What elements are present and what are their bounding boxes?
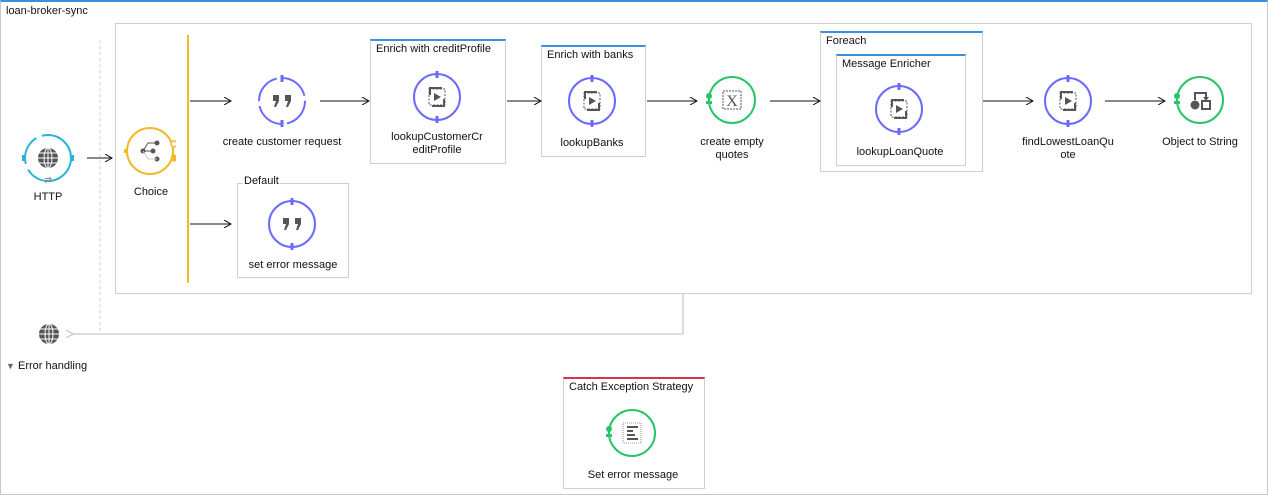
triangle-down-icon: ▼ (6, 361, 15, 371)
label-line: lookupCustomerCr (391, 131, 483, 143)
node-label: lookupLoanQuote (856, 146, 944, 158)
lookup-loan-quote-node[interactable] (873, 83, 925, 135)
scope-title: Enrich with creditProfile (376, 43, 491, 55)
flow-ref-icon (1059, 91, 1077, 111)
catch-exception-scope[interactable]: Catch Exception Strategy (563, 377, 705, 489)
flow-ref-icon (890, 99, 908, 119)
lookup-banks-node[interactable] (566, 75, 618, 127)
flow-ref-icon (428, 87, 446, 107)
quote-icon (273, 95, 291, 107)
catch-set-error-message-node[interactable] (606, 407, 658, 459)
svg-text:⇄: ⇄ (44, 175, 52, 184)
label-line: quotes (715, 149, 749, 161)
scope-title: Foreach (826, 35, 867, 47)
node-label: lookupCustomerCr editProfile (372, 131, 502, 157)
transformer-icon (1190, 92, 1211, 110)
flow-ref-icon (583, 91, 601, 111)
error-handling-toggle[interactable]: ▼ Error handling (6, 360, 87, 372)
choice-node[interactable] (124, 125, 176, 177)
expression-icon: X (722, 90, 742, 110)
error-handling-label: Error handling (17, 360, 88, 372)
scope-title: Enrich with banks (547, 49, 634, 61)
scope-title: Message Enricher (842, 58, 931, 70)
quote-icon (283, 218, 301, 230)
find-lowest-loan-quote-node[interactable] (1042, 75, 1094, 127)
enrich-credit-scope[interactable]: Enrich with creditProfile (370, 39, 506, 164)
globe-icon (38, 147, 58, 169)
scope-title: Default (243, 175, 280, 187)
node-label: create empty quotes (667, 136, 797, 162)
node-label: HTTP (33, 191, 63, 203)
globe-icon (39, 323, 59, 345)
node-label: create customer request (222, 136, 342, 148)
node-label: Set error message (587, 469, 679, 481)
node-label: Choice (133, 186, 169, 198)
choice-branch-icon (140, 140, 160, 162)
node-label: findLowestLoanQu ote (1003, 136, 1133, 162)
http-node[interactable]: ⇄ (22, 132, 74, 184)
label-line: editProfile (412, 144, 462, 156)
label-line: create empty (700, 136, 764, 148)
label-line: ote (1060, 149, 1076, 161)
node-label: Object to String (1162, 136, 1238, 148)
object-to-string-node[interactable] (1174, 74, 1226, 126)
create-empty-quotes-node[interactable]: X (706, 74, 758, 126)
svg-text:X: X (726, 93, 738, 110)
node-label: set error message (248, 259, 338, 271)
logger-icon (622, 422, 642, 444)
lookup-customer-credit-profile-node[interactable] (411, 71, 463, 123)
label-line: findLowestLoanQu (1022, 136, 1114, 148)
node-label: lookupBanks (560, 137, 624, 149)
create-customer-request-node[interactable] (256, 75, 308, 127)
flow-title: loan-broker-sync (6, 5, 88, 17)
set-error-message-node[interactable] (266, 198, 318, 250)
scope-title: Catch Exception Strategy (569, 381, 694, 393)
